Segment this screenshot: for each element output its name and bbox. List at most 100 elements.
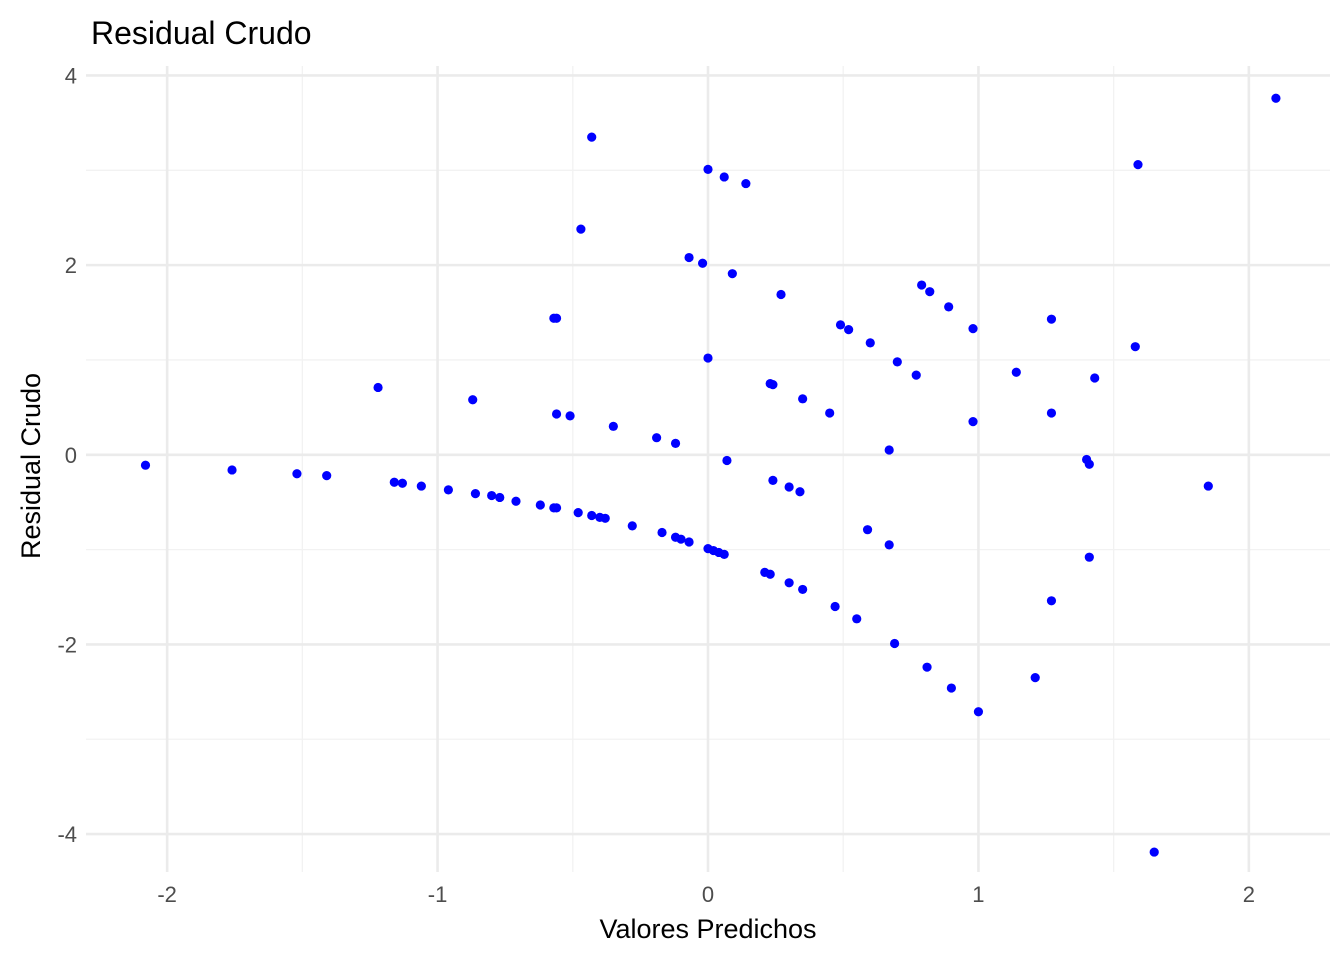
data-point [1084,459,1094,469]
data-point [1149,847,1159,857]
x-tick-label: 2 [1243,882,1255,907]
data-point [565,411,575,421]
data-point [443,485,453,495]
data-point [835,320,846,330]
data-point [1046,314,1057,324]
data-point [722,455,732,466]
y-tick-label: 4 [65,63,77,88]
data-point [587,510,597,521]
data-point [703,164,713,174]
data-point [892,357,902,367]
data-point [551,313,562,323]
data-point [676,534,686,544]
data-point [1011,367,1021,377]
data-point [322,471,332,481]
data-point [684,252,694,263]
y-tick-label: 0 [65,443,77,468]
data-point [1084,552,1094,562]
y-axis-title: Residual Crudo [16,373,46,559]
data-point [968,416,978,427]
x-tick-label: 0 [702,882,714,907]
data-point [784,578,794,588]
data-points [140,93,1281,857]
data-point [765,569,775,579]
data-point [1046,408,1057,418]
data-point [784,482,794,492]
y-tick-label: -2 [57,632,77,657]
data-point [373,382,383,393]
data-point [1133,160,1143,170]
data-point [670,438,681,448]
data-point [884,445,894,455]
data-point [389,477,399,487]
data-point [862,525,873,535]
data-point [865,338,875,348]
data-point [973,707,984,717]
chart-title: Residual Crudo [91,15,312,51]
data-point [946,683,956,693]
data-point [719,549,729,559]
x-tick-label: -1 [428,882,448,907]
data-point [535,500,545,510]
x-axis-ticks: -2 -1 0 1 2 [157,882,1255,907]
data-point [1271,93,1281,103]
data-point [922,662,932,672]
data-point [825,408,835,418]
data-point [551,409,562,419]
data-point [795,487,805,497]
data-point [719,172,729,182]
data-point [576,224,586,234]
data-point [1130,342,1140,352]
data-point [511,496,521,506]
x-tick-label: 1 [972,882,984,907]
data-point [1030,673,1040,683]
data-point [487,490,497,501]
grid-lines [86,66,1330,872]
data-point [776,289,786,300]
data-point [495,492,505,503]
data-point [798,394,808,404]
data-point [587,132,597,142]
data-point [397,478,408,488]
y-tick-label: 2 [65,253,77,278]
data-point [798,584,808,595]
data-point [608,421,618,431]
data-point [852,614,862,624]
x-tick-label: -2 [157,882,177,907]
data-point [416,481,426,491]
data-point [703,353,713,363]
data-point [470,489,481,499]
data-point [925,287,935,297]
y-tick-label: -4 [57,822,77,847]
data-point [1046,596,1057,606]
data-point [697,258,708,268]
data-point [551,503,562,513]
data-point [741,178,751,189]
data-point [657,527,667,538]
data-point [140,460,151,470]
y-axis-ticks: -4 -2 0 2 4 [57,63,77,847]
data-point [890,638,900,649]
data-point [684,537,694,547]
data-point [727,269,737,279]
data-point [844,325,854,335]
data-point [968,324,978,334]
data-point [768,475,778,485]
data-point [944,302,954,312]
data-point [652,433,662,443]
data-point [917,280,927,290]
data-point [1090,373,1100,383]
data-point [1203,481,1213,491]
data-point [911,370,921,380]
data-point [627,521,637,531]
x-axis-title: Valores Predichos [599,914,816,944]
data-point [600,513,610,523]
data-point [830,601,840,612]
data-point [292,469,302,479]
data-point [468,395,478,405]
data-point [768,380,778,390]
data-point [227,465,237,475]
data-point [573,508,583,518]
data-point [884,540,894,550]
